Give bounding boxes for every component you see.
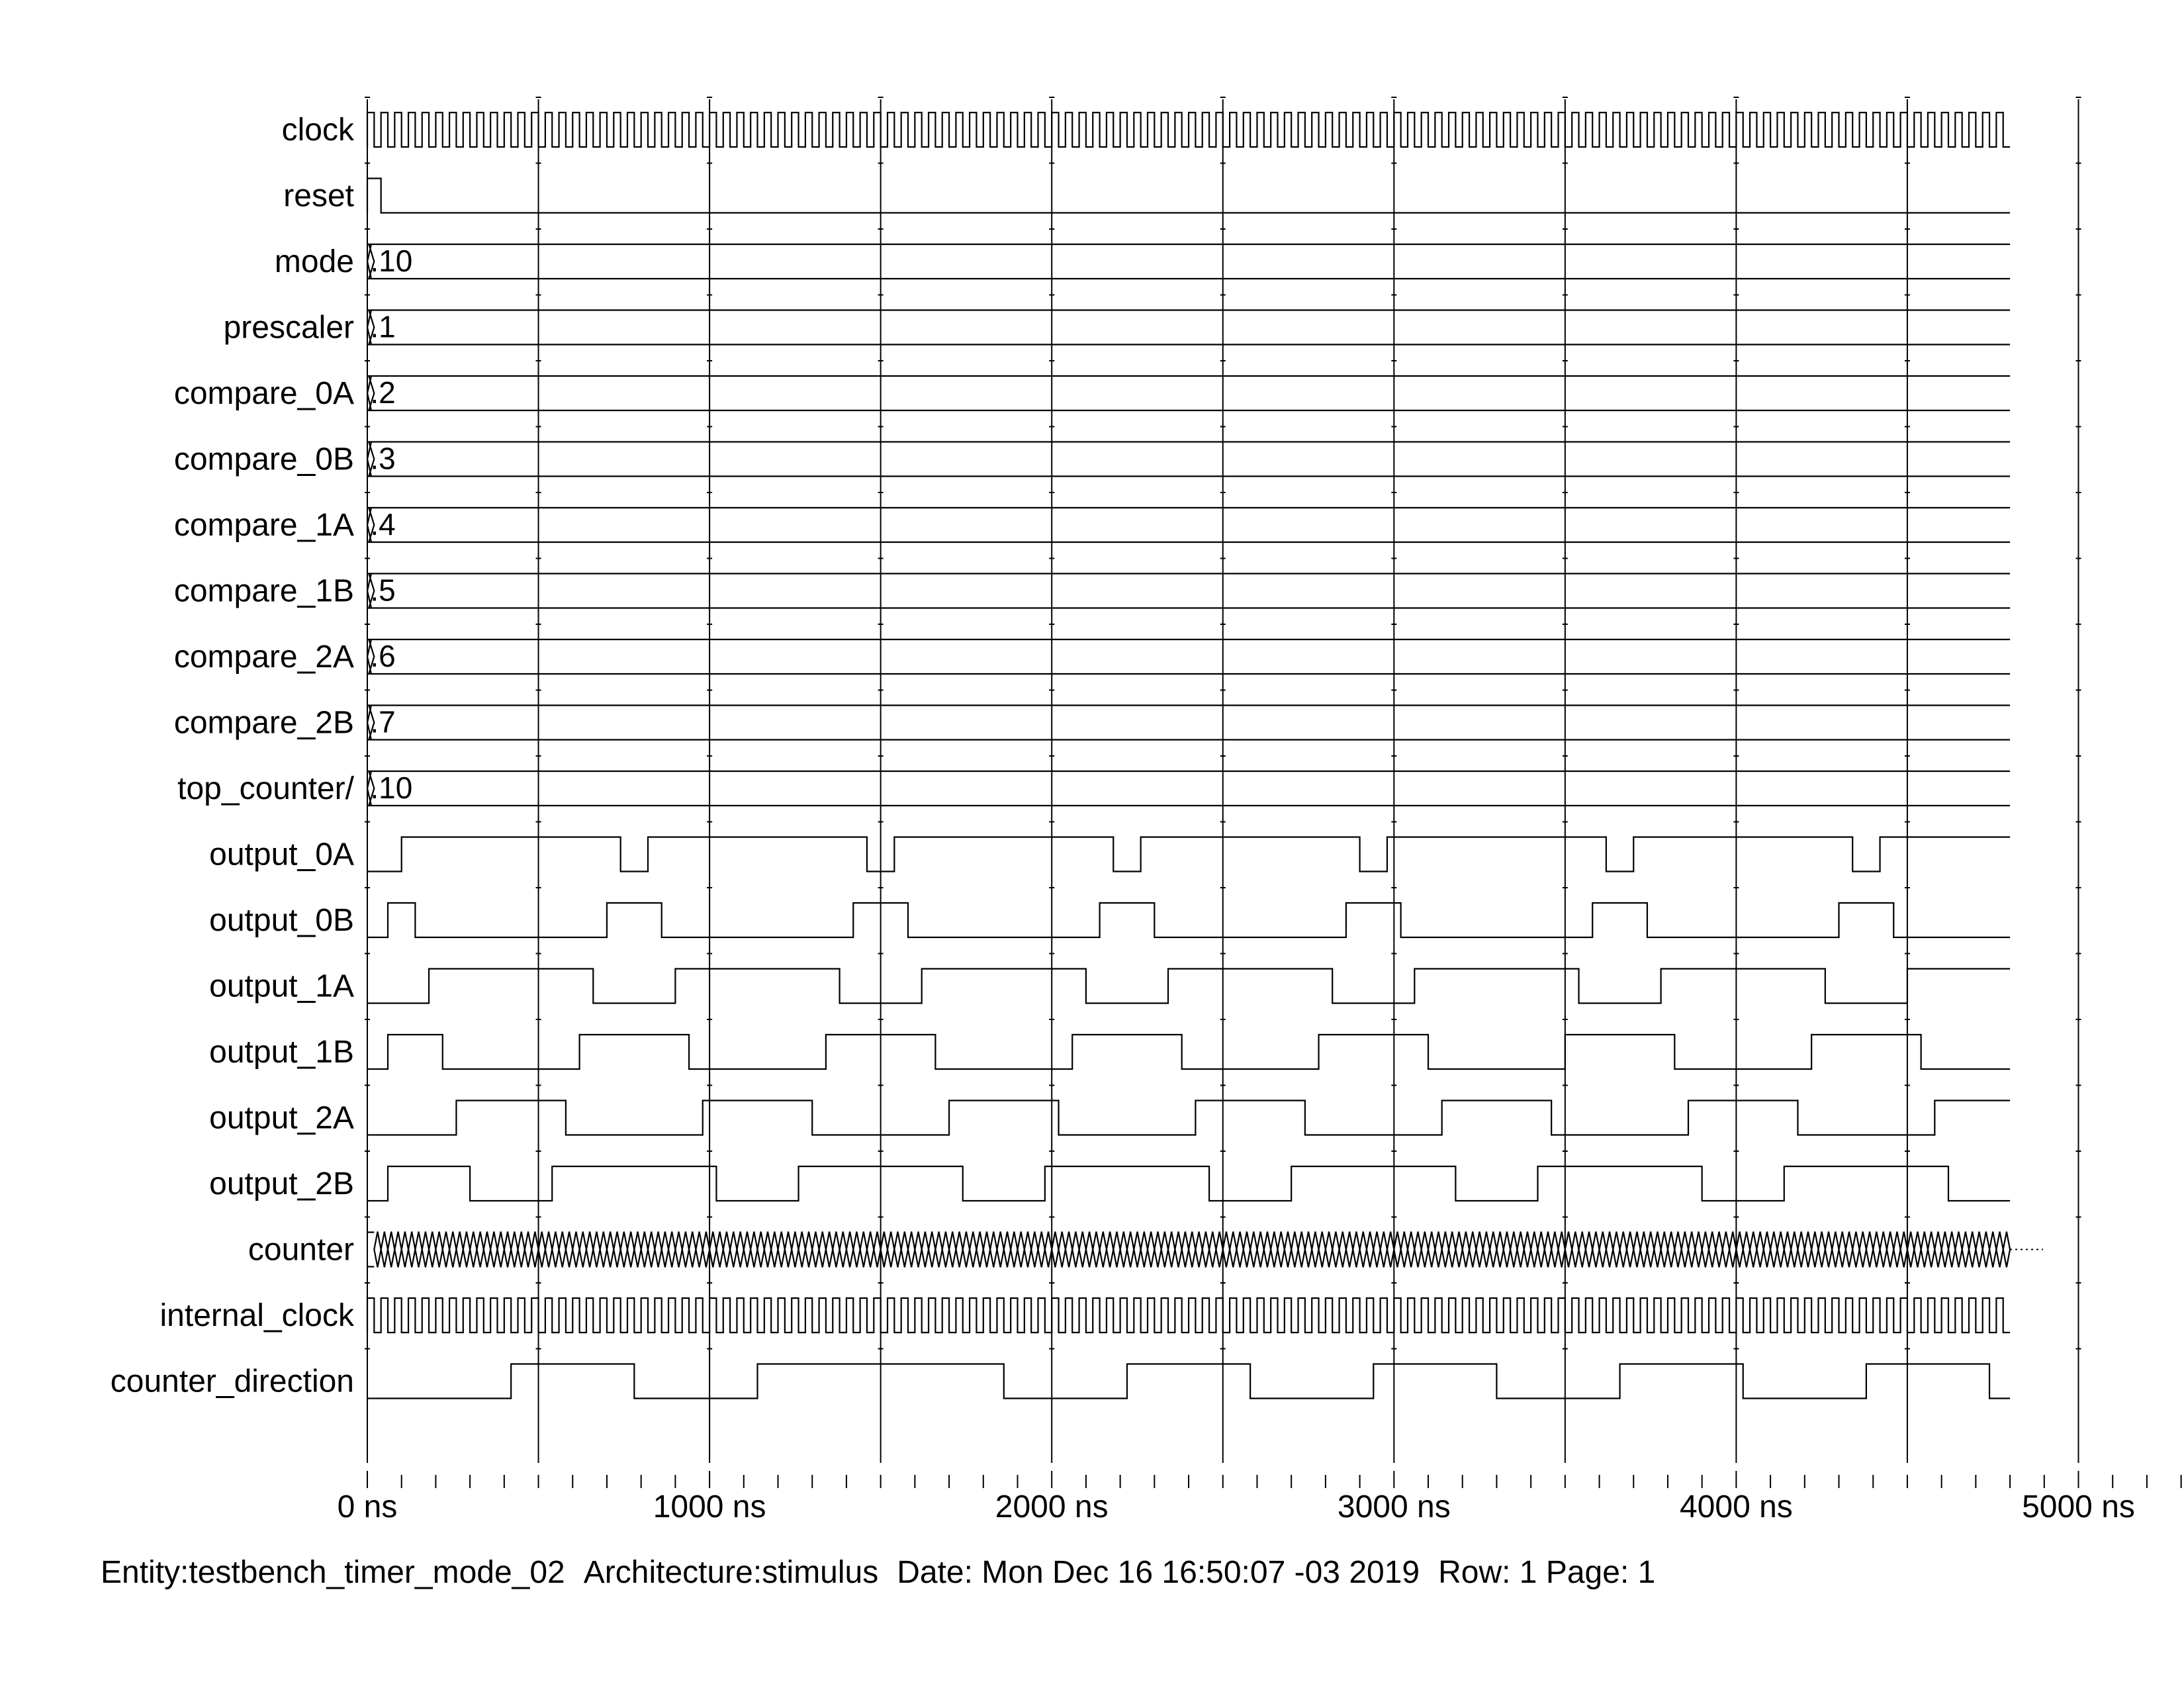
- signal-row-output-1b: output_1B: [209, 1033, 2011, 1070]
- signal-rows: clock reset mode .10 prescaler .1 compare_0A .2…: [111, 111, 2044, 1399]
- waveform-output-2a: [367, 1100, 2011, 1136]
- signal-label: prescaler: [224, 310, 354, 346]
- signal-row-counter-direction: counter_direction: [111, 1363, 2011, 1399]
- waveform-output-0b: [367, 902, 2011, 939]
- waveform-top-counter: [366, 770, 2011, 807]
- bus-value: .10: [370, 771, 412, 805]
- waveform-compare-1a: [366, 506, 2011, 543]
- signal-label: output_2B: [209, 1166, 354, 1201]
- signal-label: output_0B: [209, 903, 354, 938]
- waveform-output-0a: [367, 836, 2011, 872]
- signal-label: output_1B: [209, 1035, 354, 1070]
- footer-date: Date: Mon Dec 16 16:50:07 -03 2019: [897, 1555, 1420, 1590]
- waveform-counter-direction: [367, 1363, 2011, 1399]
- bus-value: .6: [370, 639, 395, 673]
- tick-label: 3000 ns: [1338, 1489, 1451, 1524]
- signal-label: output_1A: [209, 969, 354, 1004]
- bus-value: .4: [370, 507, 395, 541]
- signal-row-output-2a: output_2A: [209, 1100, 2011, 1136]
- tick-label: 4000 ns: [1680, 1489, 1793, 1524]
- bus-value: .5: [370, 573, 395, 608]
- signal-row-compare-0b: compare_0B .3: [174, 441, 2011, 477]
- waveform-counter: [373, 1231, 2011, 1268]
- signal-label: clock: [282, 113, 355, 148]
- bus-value: .10: [370, 244, 412, 278]
- footer-rowpage: Row: 1 Page: 1: [1438, 1555, 1656, 1590]
- signal-label: compare_0B: [174, 442, 354, 477]
- tick-label: 1000 ns: [653, 1489, 766, 1524]
- signal-row-compare-1b: compare_1B .5: [174, 573, 2011, 609]
- waveform-output-2b: [367, 1165, 2011, 1202]
- signal-label: counter_direction: [111, 1364, 354, 1399]
- signal-row-counter: counter: [248, 1231, 2044, 1268]
- signal-row-output-0b: output_0B: [209, 902, 2011, 939]
- waveform-compare-0a: [366, 375, 2011, 412]
- signal-label: compare_1A: [174, 508, 354, 543]
- signal-label: counter: [248, 1233, 354, 1268]
- waveform-mode: [366, 243, 2011, 280]
- signal-row-top-counter: top_counter/ .10: [177, 770, 2011, 807]
- signal-row-compare-2b: compare_2B .7: [174, 704, 2011, 741]
- signal-label: output_2A: [209, 1101, 354, 1136]
- waveform-prescaler: [366, 309, 2011, 346]
- time-axis: 0 ns 1000 ns 2000 ns 3000 ns 4000 ns 5000 ns: [338, 1471, 2182, 1524]
- bus-value: .7: [370, 705, 395, 739]
- bus-value: .3: [370, 442, 395, 476]
- signal-row-compare-1a: compare_1A .4: [174, 506, 2011, 543]
- signal-row-output-0a: output_0A: [209, 836, 2011, 872]
- signal-row-prescaler: prescaler .1: [224, 309, 2011, 346]
- signal-row-output-2b: output_2B: [209, 1165, 2011, 1202]
- bus-value: .2: [370, 375, 395, 410]
- signal-row-output-1a: output_1A: [209, 968, 2011, 1004]
- waveform-compare-2b: [366, 704, 2011, 741]
- footer-architecture: Architecture:stimulus: [583, 1555, 879, 1590]
- waveform-compare-1b: [366, 573, 2011, 609]
- signal-label: compare_2A: [174, 639, 354, 675]
- time-grid: [365, 97, 2081, 1463]
- signal-row-compare-2a: compare_2A .6: [174, 638, 2011, 675]
- waveform-compare-2a: [366, 638, 2011, 675]
- waveform-reset: [366, 177, 2011, 214]
- footer-entity: Entity:testbench_timer_mode_02: [101, 1555, 565, 1590]
- waveform-output-1a: [367, 968, 2011, 1004]
- waveform-compare-0b: [366, 441, 2011, 477]
- signal-label: compare_2B: [174, 706, 354, 741]
- tick-label: 2000 ns: [995, 1489, 1109, 1524]
- tick-label: 5000 ns: [2022, 1489, 2135, 1524]
- signal-label: compare_0A: [174, 376, 354, 411]
- waveform-internal-clock: [366, 1297, 2011, 1334]
- waveform-clock: [366, 111, 2011, 148]
- waveform-output-1b: [367, 1033, 2011, 1070]
- signal-label: mode: [275, 244, 354, 279]
- page-footer: Entity:testbench_timer_mode_02 Architectu…: [101, 1554, 1674, 1591]
- signal-label: reset: [283, 179, 354, 214]
- signal-row-reset: reset: [283, 177, 2011, 214]
- signal-row-clock: clock: [282, 111, 2011, 148]
- signal-label: internal_clock: [160, 1298, 355, 1333]
- signal-label: output_0A: [209, 837, 354, 872]
- signal-row-mode: mode .10: [275, 243, 2011, 280]
- tick-label: 0 ns: [338, 1489, 398, 1524]
- signal-row-internal-clock: internal_clock: [160, 1297, 2011, 1334]
- signal-row-compare-0a: compare_0A .2: [174, 375, 2011, 412]
- bus-value: .1: [370, 310, 395, 344]
- signal-label: top_counter/: [177, 771, 355, 806]
- signal-label: compare_1B: [174, 574, 354, 609]
